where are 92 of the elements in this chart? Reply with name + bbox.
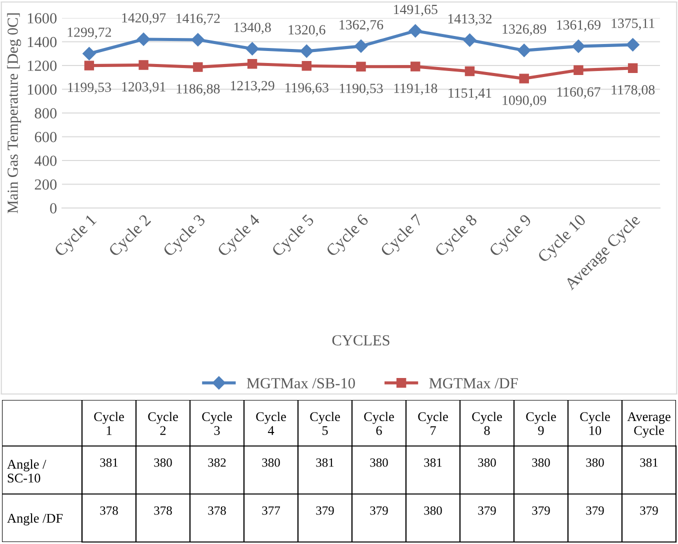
data-label: 381: [100, 458, 118, 467]
point: [628, 63, 638, 73]
y-tick-label: 1400: [28, 36, 57, 48]
data-label: 380: [424, 506, 442, 515]
x-tick-label: Average Cycle: [627, 412, 670, 438]
data-label: 379: [532, 506, 550, 515]
y-tick-label: Angle / SC-10: [7, 459, 46, 483]
data-label: 1375,11: [612, 18, 654, 30]
x-tick-label: Cycle 6: [364, 412, 394, 435]
data-label: 380: [478, 458, 496, 467]
y-tick-label: 0: [50, 203, 57, 214]
data-label: 380: [586, 458, 604, 467]
point: [302, 61, 312, 71]
data-label: 1199,53: [68, 82, 111, 94]
x-axis-title: CYCLES: [332, 335, 390, 346]
point: [356, 62, 366, 72]
point: [464, 66, 475, 76]
point: [84, 60, 94, 70]
data-label: 380: [370, 458, 388, 467]
data-label: 378: [154, 506, 172, 515]
data-label: 379: [586, 506, 604, 515]
data-label: 1320,6: [288, 25, 326, 36]
data-label: 380: [154, 458, 172, 467]
data-label: 380: [532, 458, 550, 467]
point: [626, 38, 640, 52]
data-label: 379: [370, 506, 388, 515]
data-label: 1299,72: [68, 28, 111, 39]
x-tick-label: Cycle 5: [310, 412, 340, 435]
x-tick-label: Cycle 4: [256, 412, 286, 435]
data-label: 1340,8: [234, 22, 271, 34]
y-tick-label: 200: [34, 179, 57, 190]
y-tick-label: 800: [34, 108, 57, 118]
data-label: 1213,29: [230, 81, 274, 92]
point: [246, 42, 259, 56]
data-label: 1362,76: [340, 20, 384, 32]
data-label: 1413,32: [448, 14, 492, 26]
x-tick-label: Cycle 9: [526, 412, 556, 435]
data-label: 1326,89: [502, 24, 546, 36]
data-label: 381: [316, 458, 334, 467]
y-tick-label: 1200: [28, 60, 57, 71]
point: [300, 44, 314, 58]
data-label: 1178,08: [612, 85, 655, 97]
point: [191, 33, 204, 46]
data-label: 1151,41: [448, 88, 492, 100]
point: [138, 60, 148, 70]
data-label: 1361,69: [557, 20, 600, 32]
x-tick-label: Cycle 2: [148, 412, 178, 435]
data-label: 378: [100, 506, 118, 515]
point: [519, 74, 529, 84]
data-label: 1420,97: [122, 13, 166, 25]
data-label: 1160,67: [557, 87, 600, 99]
data-label: 377: [262, 506, 280, 515]
point: [574, 65, 584, 76]
data-label: 1186,88: [176, 84, 220, 96]
data-label: 1191,18: [394, 84, 438, 95]
data-label: 1196,63: [286, 83, 328, 94]
data-label: 379: [478, 506, 496, 515]
data-label: 379: [316, 506, 334, 515]
y-tick-label: 1000: [28, 84, 57, 95]
x-tick-label: Cycle 1: [94, 412, 124, 435]
data-label: 382: [208, 458, 226, 467]
data-label: 1416,72: [176, 14, 220, 26]
data-label: 1190,53: [340, 84, 383, 96]
point: [247, 59, 258, 69]
y-axis-title: Main Gas Temperature [Deg 0C]: [7, 13, 22, 214]
data-label: 1491,65: [394, 4, 438, 16]
x-tick-label: Cycle 7: [418, 412, 448, 435]
data-label: 381: [640, 458, 658, 467]
point: [463, 34, 476, 47]
x-tick-label: Cycle 8: [472, 412, 502, 435]
y-tick-label: 1600: [28, 13, 57, 24]
point: [354, 40, 368, 53]
y-tick-label: Angle /DF: [7, 513, 63, 526]
legend-label: MGTMax /DF: [429, 378, 518, 388]
point: [408, 24, 422, 38]
point: [572, 40, 586, 53]
data-label: 381: [424, 458, 442, 467]
legend-label: MGTMax /SB-10: [246, 378, 355, 388]
data-label: 379: [640, 506, 658, 515]
data-label: 1090,09: [502, 96, 546, 107]
data-label: 1203,91: [122, 82, 166, 94]
x-tick-label: Cycle 3: [202, 412, 232, 435]
point: [193, 62, 203, 72]
y-tick-label: 600: [34, 132, 57, 142]
y-tick-label: 400: [34, 156, 57, 166]
point: [136, 32, 150, 46]
data-label: 380: [262, 458, 280, 467]
point: [518, 44, 531, 58]
point: [82, 47, 96, 60]
x-tick-label: Cycle 10: [580, 412, 610, 435]
point: [410, 62, 420, 72]
data-label: 378: [208, 506, 226, 515]
